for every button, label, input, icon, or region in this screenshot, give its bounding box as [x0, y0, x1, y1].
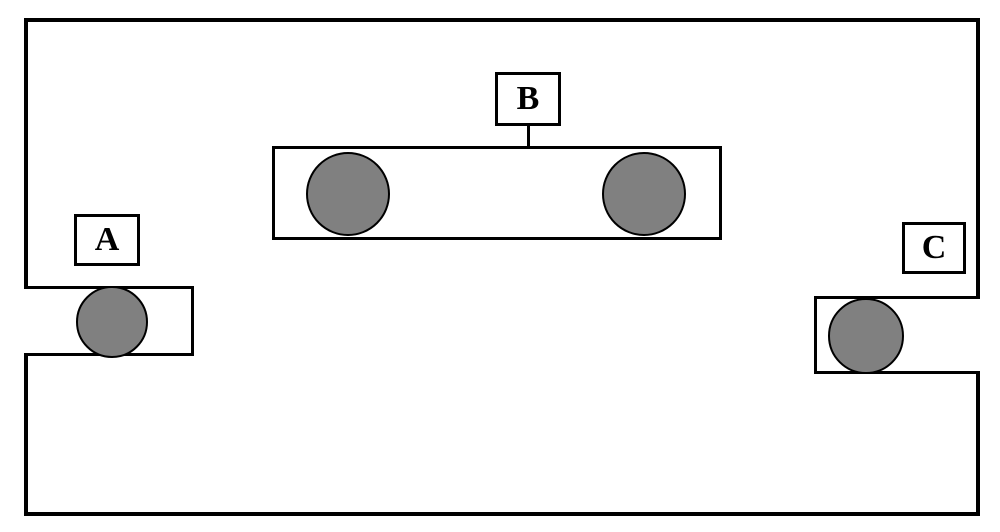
label-b-connector	[527, 126, 530, 146]
label-box-a: A	[74, 214, 140, 266]
diagram-canvas: A B C	[0, 0, 1000, 532]
label-text-a: A	[95, 223, 120, 257]
label-text-c: C	[922, 231, 947, 265]
label-text-b: B	[517, 82, 540, 116]
tray-b-ball-1	[306, 152, 390, 236]
tray-a-ball-1	[76, 286, 148, 358]
label-box-b: B	[495, 72, 561, 126]
tray-b-ball-2	[602, 152, 686, 236]
tray-c-ball-1	[828, 298, 904, 374]
label-box-c: C	[902, 222, 966, 274]
